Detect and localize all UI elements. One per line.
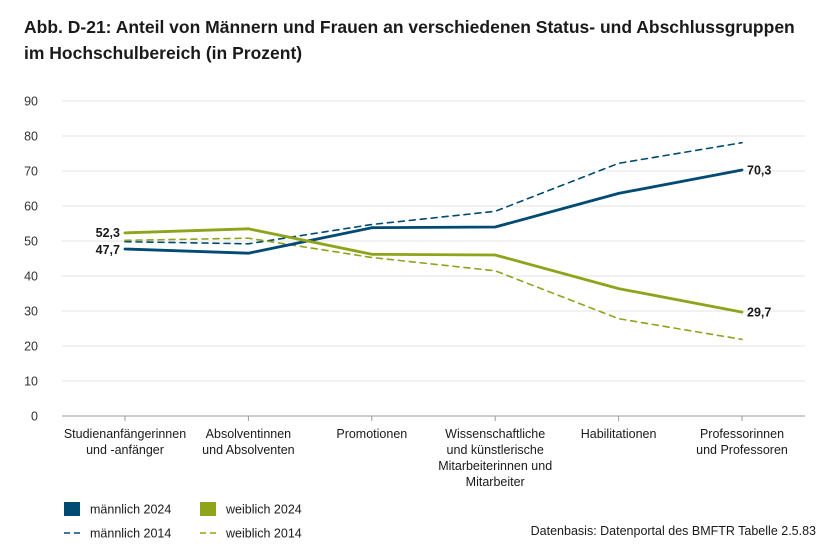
data-label: 47,7 [96,243,120,257]
chart-title: Abb. D-21: Anteil von Männern und Frauen… [24,14,814,66]
y-axis: 0 10 20 30 40 50 60 70 80 90 [24,95,38,424]
x-tick-label: Promotionen [336,427,407,441]
x-tick-label: Habilitationen [581,427,657,441]
series-line-maennlich-2014 [124,141,743,245]
x-tick-label-line: und künstlerische [447,443,544,457]
legend-label: männlich 2014 [90,527,171,541]
y-tick-label: 80 [24,130,38,144]
y-tick-label: 0 [31,410,38,424]
gridlines [62,100,805,417]
legend-label: männlich 2024 [90,503,171,517]
y-tick-label: 50 [24,235,38,249]
x-tick-label: Wissenschaftliche und künstlerische Mitarb… [438,427,552,489]
x-tick-label-line: und -anfänger [86,443,164,457]
x-axis: Studienanfängerinnen und -anfänger Absolve… [64,416,788,489]
x-tick-label-line: Professorinnen [700,427,784,441]
y-tick-label: 10 [24,375,38,389]
x-tick-label-line: Promotionen [336,427,407,441]
chart-title-line-1: Abb. D-21: Anteil von Männern und Frauen… [24,17,795,37]
series-line-maennlich-2024 [123,168,744,255]
x-tick-label-line: Studienanfängerinnen [64,427,186,441]
data-labels: 47,7 70,3 52,3 29,7 [96,163,772,319]
data-label: 52,3 [96,226,120,240]
legend-swatch [200,502,216,516]
x-tick-label-line: Mitarbeiterinnen und [438,459,552,473]
x-tick-label: Absolventinnen und Absolventen [202,427,294,457]
legend-label: weiblich 2014 [225,527,302,541]
x-tick-label: Studienanfängerinnen und -anfänger [64,427,186,457]
legend: männlich 2024 weiblich 2024 männlich 2014 w… [64,502,302,541]
x-tick-label-line: Wissenschaftliche [445,427,545,441]
y-tick-label: 70 [24,165,38,179]
series-line-weiblich-2014 [124,237,743,341]
x-tick-label-line: Habilitationen [581,427,657,441]
y-tick-label: 40 [24,270,38,284]
data-source-note: Datenbasis: Datenportal des BMFTR Tabell… [530,524,816,538]
x-tick-label: Professorinnen und Professoren [696,427,788,457]
y-tick-label: 60 [24,200,38,214]
y-tick-label: 20 [24,340,38,354]
legend-swatch [64,502,80,516]
x-tick-label-line: und Professoren [696,443,788,457]
data-label: 70,3 [747,163,771,177]
x-tick-label-line: Mitarbeiter [466,475,525,489]
y-tick-label: 90 [24,95,38,109]
series-lines [123,141,744,341]
legend-label: weiblich 2024 [225,503,302,517]
x-tick-label-line: Absolventinnen [206,427,292,441]
x-tick-label-line: und Absolventen [202,443,294,457]
data-label: 29,7 [747,306,771,320]
chart-title-line-2: im Hochschulbereich (in Prozent) [24,43,303,63]
y-tick-label: 30 [24,305,38,319]
series-line-weiblich-2024 [123,227,744,314]
